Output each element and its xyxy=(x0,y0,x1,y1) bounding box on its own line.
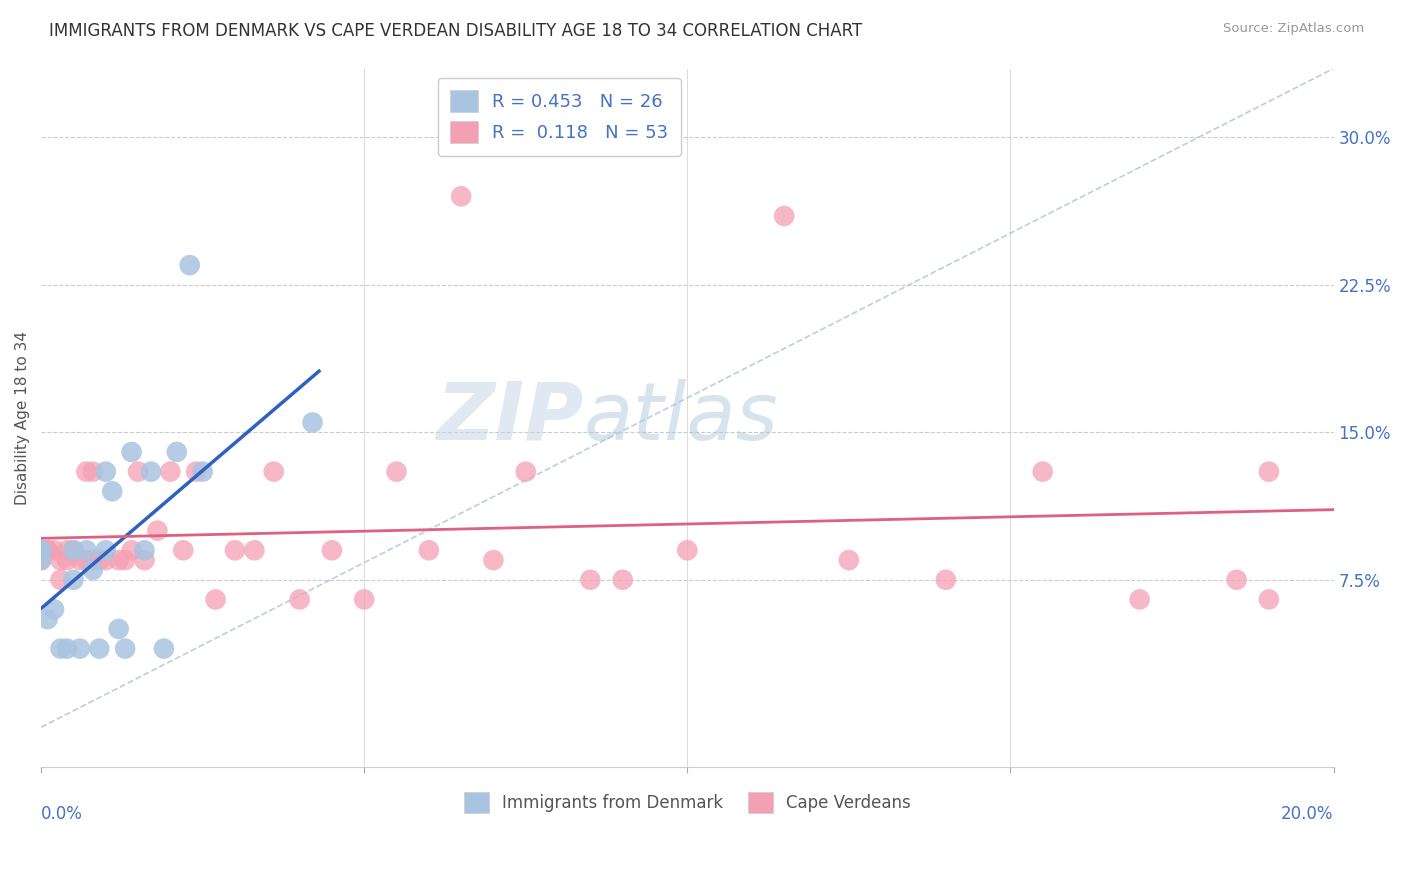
Point xyxy=(62,543,84,558)
Point xyxy=(134,543,156,558)
Point xyxy=(121,445,143,459)
Point xyxy=(30,553,52,567)
Point xyxy=(515,465,537,479)
Point xyxy=(49,641,72,656)
Point xyxy=(37,543,59,558)
Point xyxy=(204,592,226,607)
Text: ZIP: ZIP xyxy=(436,378,583,457)
Point xyxy=(134,553,156,567)
Point xyxy=(676,543,699,558)
Point xyxy=(146,524,169,538)
Point xyxy=(107,553,129,567)
Point xyxy=(107,622,129,636)
Point xyxy=(838,553,860,567)
Point xyxy=(30,543,52,558)
Point xyxy=(30,543,52,558)
Point xyxy=(612,573,634,587)
Point xyxy=(69,553,91,567)
Point xyxy=(89,641,111,656)
Point xyxy=(30,543,52,558)
Text: Source: ZipAtlas.com: Source: ZipAtlas.com xyxy=(1223,22,1364,36)
Text: 0.0%: 0.0% xyxy=(41,805,83,823)
Point xyxy=(1257,592,1279,607)
Point xyxy=(179,258,201,272)
Point xyxy=(243,543,266,558)
Point xyxy=(353,592,375,607)
Point xyxy=(450,189,472,203)
Point xyxy=(82,465,104,479)
Point xyxy=(186,465,208,479)
Point xyxy=(127,465,149,479)
Point xyxy=(385,465,408,479)
Point xyxy=(69,641,91,656)
Point xyxy=(153,641,176,656)
Point xyxy=(94,543,117,558)
Text: atlas: atlas xyxy=(583,378,779,457)
Point xyxy=(1129,592,1152,607)
Point xyxy=(263,465,285,479)
Point xyxy=(49,573,72,587)
Point xyxy=(75,465,97,479)
Point xyxy=(1226,573,1249,587)
Point xyxy=(94,553,117,567)
Point xyxy=(94,465,117,479)
Y-axis label: Disability Age 18 to 34: Disability Age 18 to 34 xyxy=(15,331,30,505)
Point xyxy=(37,543,59,558)
Point xyxy=(321,543,343,558)
Point xyxy=(37,612,59,626)
Point xyxy=(114,641,136,656)
Point xyxy=(30,543,52,558)
Point xyxy=(935,573,957,587)
Point xyxy=(139,465,162,479)
Legend: Immigrants from Denmark, Cape Verdeans: Immigrants from Denmark, Cape Verdeans xyxy=(456,784,920,821)
Point xyxy=(62,543,84,558)
Point xyxy=(42,602,65,616)
Point xyxy=(418,543,440,558)
Point xyxy=(82,563,104,577)
Point xyxy=(579,573,602,587)
Point xyxy=(30,543,52,558)
Point xyxy=(75,553,97,567)
Point xyxy=(62,573,84,587)
Point xyxy=(1257,465,1279,479)
Point xyxy=(56,553,79,567)
Point xyxy=(89,553,111,567)
Point xyxy=(101,484,124,499)
Point xyxy=(482,553,505,567)
Point xyxy=(49,553,72,567)
Point xyxy=(166,445,188,459)
Point xyxy=(56,543,79,558)
Point xyxy=(121,543,143,558)
Point xyxy=(288,592,311,607)
Point xyxy=(159,465,181,479)
Point xyxy=(191,465,214,479)
Point xyxy=(30,553,52,567)
Point xyxy=(82,553,104,567)
Point xyxy=(224,543,246,558)
Point xyxy=(75,543,97,558)
Text: 20.0%: 20.0% xyxy=(1281,805,1333,823)
Point xyxy=(1032,465,1054,479)
Point xyxy=(114,553,136,567)
Point xyxy=(56,641,79,656)
Point xyxy=(42,543,65,558)
Point xyxy=(62,543,84,558)
Point xyxy=(172,543,194,558)
Text: IMMIGRANTS FROM DENMARK VS CAPE VERDEAN DISABILITY AGE 18 TO 34 CORRELATION CHAR: IMMIGRANTS FROM DENMARK VS CAPE VERDEAN … xyxy=(49,22,862,40)
Point xyxy=(30,543,52,558)
Point xyxy=(301,416,323,430)
Point xyxy=(773,209,796,223)
